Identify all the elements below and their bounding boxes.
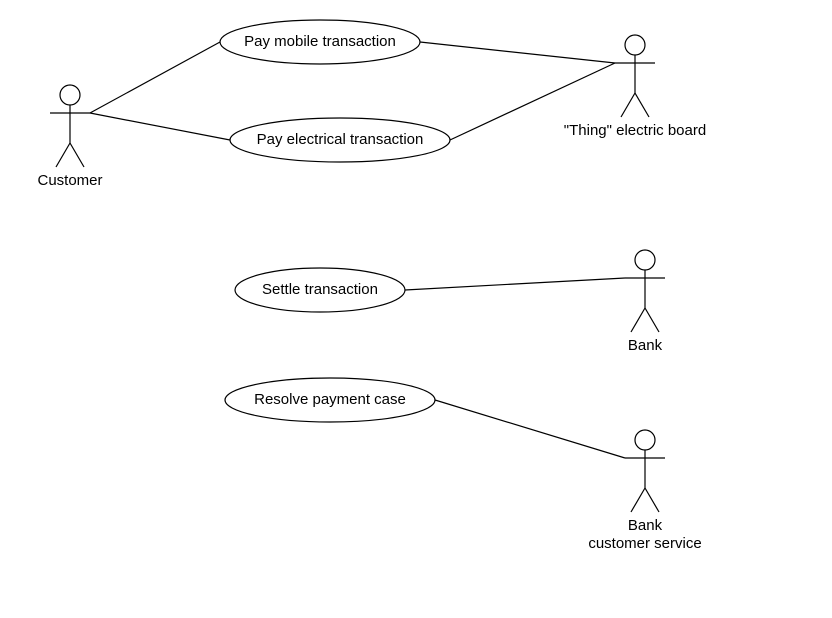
- usecase-resolve: Resolve payment case: [225, 378, 435, 422]
- association-edge: [435, 400, 625, 458]
- actor-leg-icon: [631, 308, 645, 332]
- actor-leg-icon: [645, 488, 659, 512]
- actor-leg-icon: [621, 93, 635, 117]
- use-case-diagram: Pay mobile transaction Pay electrical tr…: [0, 0, 832, 618]
- actor-label: customer service: [588, 535, 701, 552]
- actor-label: Bank: [628, 517, 663, 534]
- actor-label: "Thing" electric board: [564, 122, 706, 139]
- association-edge: [90, 113, 230, 140]
- usecase-label: Pay mobile transaction: [244, 33, 396, 50]
- usecase-label: Resolve payment case: [254, 391, 406, 408]
- actor-bank-customer-service: Bankcustomer service: [588, 430, 701, 552]
- actor-leg-icon: [645, 308, 659, 332]
- actor-leg-icon: [56, 143, 70, 167]
- usecase-label: Pay electrical transaction: [257, 131, 424, 148]
- usecase-pay-mobile: Pay mobile transaction: [220, 20, 420, 64]
- actor-head-icon: [625, 35, 645, 55]
- actor-electric-board: "Thing" electric board: [564, 35, 706, 139]
- actor-label: Customer: [37, 172, 102, 189]
- actor-head-icon: [60, 85, 80, 105]
- usecase-pay-electrical: Pay electrical transaction: [230, 118, 450, 162]
- usecase-label: Settle transaction: [262, 281, 378, 298]
- actor-leg-icon: [631, 488, 645, 512]
- usecase-settle: Settle transaction: [235, 268, 405, 312]
- association-edge: [405, 278, 625, 290]
- actor-bank: Bank: [625, 250, 665, 354]
- actor-customer: Customer: [37, 85, 102, 189]
- actor-leg-icon: [635, 93, 649, 117]
- actor-head-icon: [635, 250, 655, 270]
- actor-label: Bank: [628, 337, 663, 354]
- association-edge: [90, 42, 220, 113]
- actor-leg-icon: [70, 143, 84, 167]
- association-edge: [420, 42, 615, 63]
- usecases-layer: Pay mobile transaction Pay electrical tr…: [220, 20, 450, 422]
- actor-head-icon: [635, 430, 655, 450]
